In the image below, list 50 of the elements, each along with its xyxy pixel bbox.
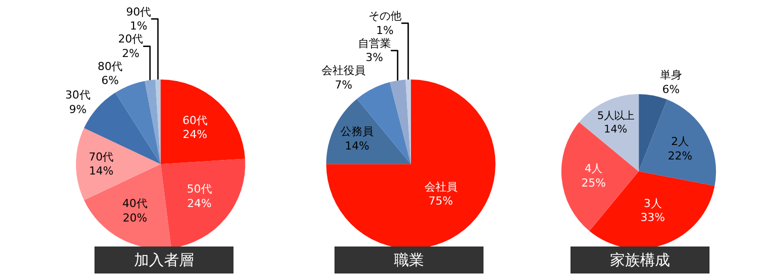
- slice-label: 40代: [122, 197, 148, 210]
- data-label: 3%: [366, 51, 384, 64]
- pie-slice: [406, 79, 411, 164]
- data-label: 75%: [428, 194, 454, 208]
- data-label: 7%: [334, 78, 352, 92]
- slice-label: 単身: [660, 68, 682, 82]
- pie-slice: [160, 158, 246, 248]
- data-label: 33%: [640, 211, 665, 224]
- slice-label: 公務員: [340, 125, 374, 138]
- slice-label: 30代: [65, 88, 90, 102]
- pie-slice: [638, 100, 716, 186]
- data-label: 24%: [182, 128, 208, 142]
- slice-label: 2人: [671, 135, 690, 148]
- slice-label: 20代: [118, 32, 144, 46]
- data-label: 20%: [122, 211, 148, 224]
- text: 職業: [394, 251, 424, 269]
- slice-label: 5人以上: [597, 110, 634, 122]
- pie-slice: [326, 98, 411, 164]
- data-label: 22%: [668, 149, 692, 162]
- data-label: 25%: [581, 176, 606, 190]
- slice-label: 会社員: [424, 180, 458, 194]
- slice-label: 3人: [644, 196, 662, 210]
- pie-slice: [160, 79, 246, 164]
- slice-label: 会社役員: [322, 64, 366, 78]
- data-label: 6%: [662, 82, 680, 96]
- data-label: 2%: [122, 46, 140, 60]
- data-label: 1%: [376, 24, 394, 37]
- data-label: 9%: [69, 102, 87, 116]
- data-label: 14%: [604, 123, 628, 136]
- pie-slice: [326, 79, 496, 249]
- pie-slice: [561, 122, 639, 231]
- slice-label: 70代: [88, 150, 114, 164]
- slice-label: 4人: [584, 162, 603, 176]
- slice-label: 60代: [182, 114, 208, 127]
- pie-slice: [638, 94, 668, 172]
- data-label: 24%: [187, 196, 212, 210]
- data-label: 14%: [344, 139, 370, 152]
- text: 加入者層: [134, 251, 194, 269]
- slice-label: 80代: [98, 60, 123, 73]
- data-label: 1%: [130, 20, 148, 33]
- pie-slice: [144, 80, 161, 164]
- pie-slice: [84, 164, 172, 249]
- data-label: 6%: [101, 74, 119, 88]
- data-label: 14%: [89, 164, 114, 178]
- text: 家族構成: [610, 251, 670, 269]
- slice-label: 90代: [126, 5, 152, 18]
- slice-label: 50代: [186, 182, 212, 196]
- pie-slice: [390, 80, 411, 164]
- slice-label: 自営業: [358, 36, 391, 50]
- slice-label: その他: [368, 10, 402, 23]
